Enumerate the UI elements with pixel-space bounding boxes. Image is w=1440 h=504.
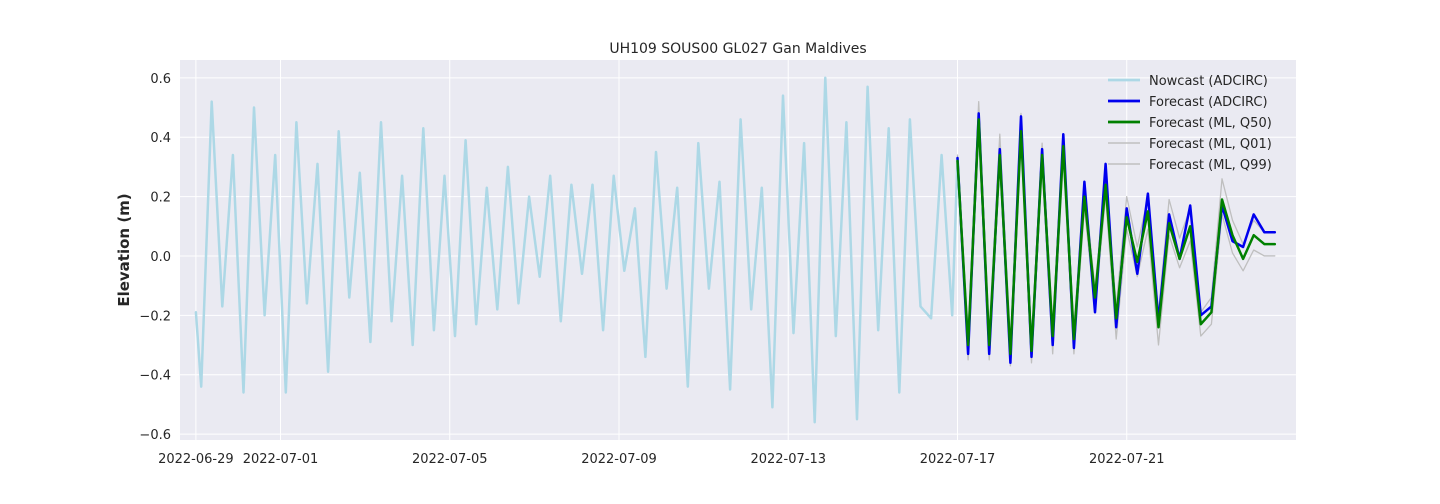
legend-label: Forecast (ML, Q99)	[1149, 158, 1272, 173]
x-tick-label: 2022-07-13	[750, 452, 826, 467]
x-tick-label: 2022-07-01	[243, 452, 319, 467]
x-tick-label: 2022-06-29	[158, 452, 234, 467]
y-tick-label: 0.4	[150, 131, 171, 146]
x-tick-label: 2022-07-05	[412, 452, 488, 467]
legend: Nowcast (ADCIRC) Forecast (ADCIRC) Forecas…	[1108, 74, 1272, 173]
x-tick-label: 2022-07-21	[1089, 452, 1165, 467]
series-line-0	[194, 76, 959, 424]
legend-label: Forecast (ML, Q50)	[1149, 116, 1272, 131]
x-axis: 2022-06-29 2022-07-01 2022-07-05 2022-07-09…	[158, 452, 1164, 467]
y-tick-label: −0.2	[139, 309, 171, 324]
y-axis: −0.6 −0.4 −0.2 0.0 0.2 0.4 0.6	[139, 72, 171, 443]
y-axis-label: Elevation (m)	[115, 193, 133, 306]
y-tick-label: 0.6	[150, 72, 171, 87]
y-tick-label: −0.6	[139, 428, 171, 443]
y-tick-label: 0.0	[150, 250, 171, 265]
y-tick-label: 0.2	[150, 191, 171, 206]
series-line-2	[956, 118, 1277, 356]
legend-label: Nowcast (ADCIRC)	[1149, 74, 1268, 89]
x-tick-label: 2022-07-17	[920, 452, 996, 467]
series-layer	[194, 76, 1277, 424]
chart-title: UH109 SOUS00 GL027 Gan Maldives	[609, 41, 866, 57]
y-tick-label: −0.4	[139, 369, 171, 384]
x-tick-label: 2022-07-09	[581, 452, 657, 467]
legend-label: Forecast (ADCIRC)	[1149, 95, 1268, 110]
legend-label: Forecast (ML, Q01)	[1149, 137, 1272, 152]
